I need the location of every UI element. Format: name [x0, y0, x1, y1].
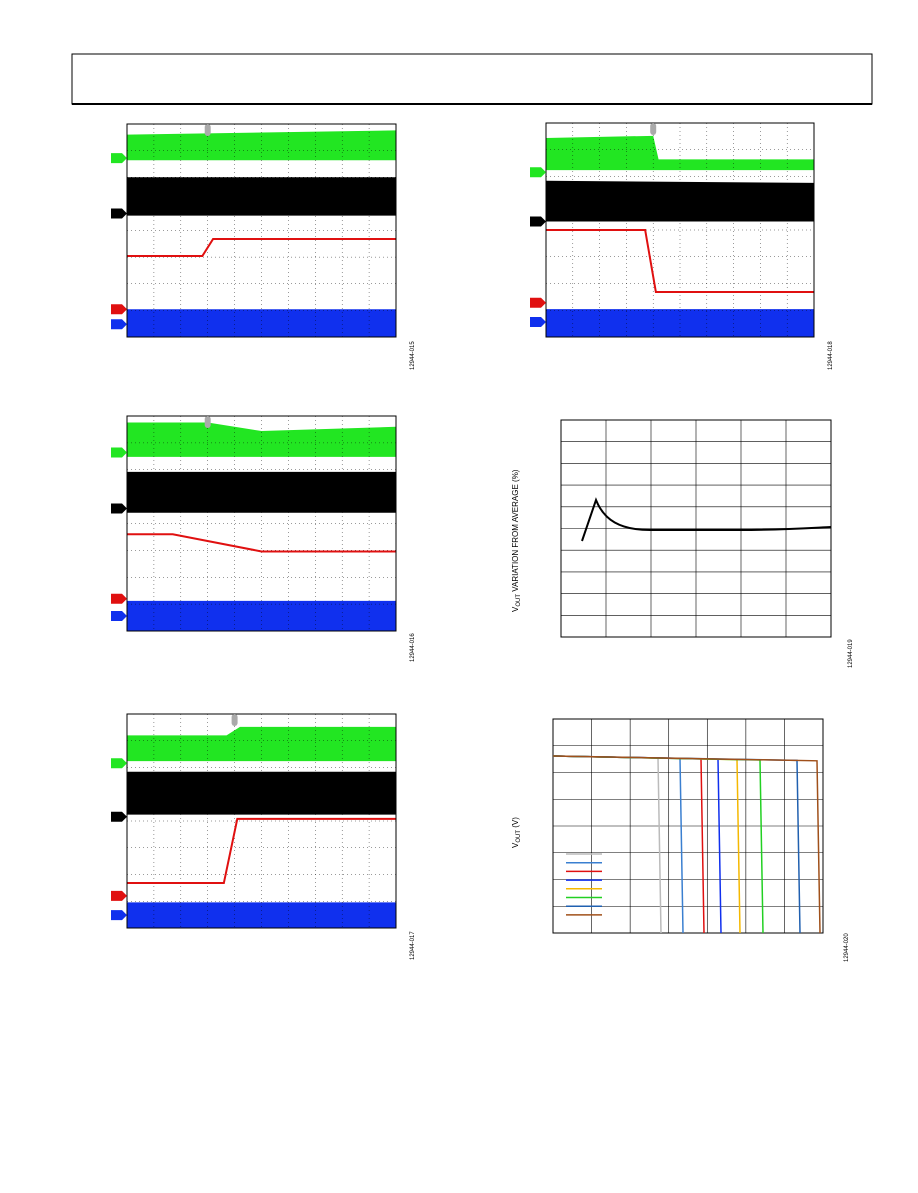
trace-red [127, 238, 396, 258]
figure-id: 12944-018 [828, 341, 834, 370]
header-box [71, 53, 873, 105]
channel-marker [111, 153, 127, 164]
channel-marker [111, 910, 127, 921]
label-part: OUT [516, 594, 522, 607]
trace-band [127, 902, 396, 928]
channel-marker [111, 447, 127, 458]
figure-id: 12944-019 [848, 639, 854, 668]
channel-marker [111, 811, 127, 822]
trace-band [127, 309, 396, 337]
channel-marker [530, 216, 546, 227]
channel-marker [111, 304, 127, 315]
y-axis-label: VOUT VARIATION FROM AVERAGE (%) [511, 469, 522, 612]
y-axis-label: VOUT (V) [511, 817, 522, 848]
scope-frame [545, 122, 815, 338]
trace-red [546, 229, 814, 294]
trigger-marker [204, 124, 211, 136]
trace-band [127, 422, 396, 457]
label-part: (V) [511, 817, 520, 830]
scope-frame [126, 713, 397, 929]
channel-marker [111, 208, 127, 219]
trace-band [546, 135, 814, 171]
trigger-marker [204, 416, 211, 428]
channel-marker [111, 319, 127, 330]
plot-frame [552, 718, 824, 934]
channel-marker [530, 167, 546, 178]
channel-marker [111, 758, 127, 769]
channel-marker [111, 593, 127, 604]
figure-id: 12944-016 [410, 633, 416, 662]
trigger-marker [231, 714, 238, 726]
scope-frame [126, 123, 397, 338]
trace-red [127, 533, 396, 553]
label-part: VARIATION FROM AVERAGE (%) [511, 469, 520, 594]
channel-marker [111, 610, 127, 621]
trace-band [127, 600, 396, 631]
label-part: V [511, 842, 520, 848]
channel-marker [111, 890, 127, 901]
scope-frame [126, 415, 397, 632]
channel-marker [530, 317, 546, 328]
channel-marker [111, 503, 127, 514]
trace-red [127, 817, 396, 885]
label-part: V [511, 606, 520, 612]
figure-id: 12944-017 [410, 931, 416, 960]
trace-band [127, 130, 396, 161]
trace-band [127, 771, 396, 815]
trigger-marker [650, 123, 657, 135]
figure-id: 12944-015 [410, 341, 416, 370]
plot-frame [560, 419, 832, 638]
channel-marker [530, 297, 546, 308]
figure-id: 12944-020 [844, 933, 850, 962]
trace-band [127, 726, 396, 762]
label-part: OUT [516, 830, 522, 843]
trace-band [546, 180, 814, 222]
curve [581, 497, 832, 542]
curve [552, 755, 821, 934]
